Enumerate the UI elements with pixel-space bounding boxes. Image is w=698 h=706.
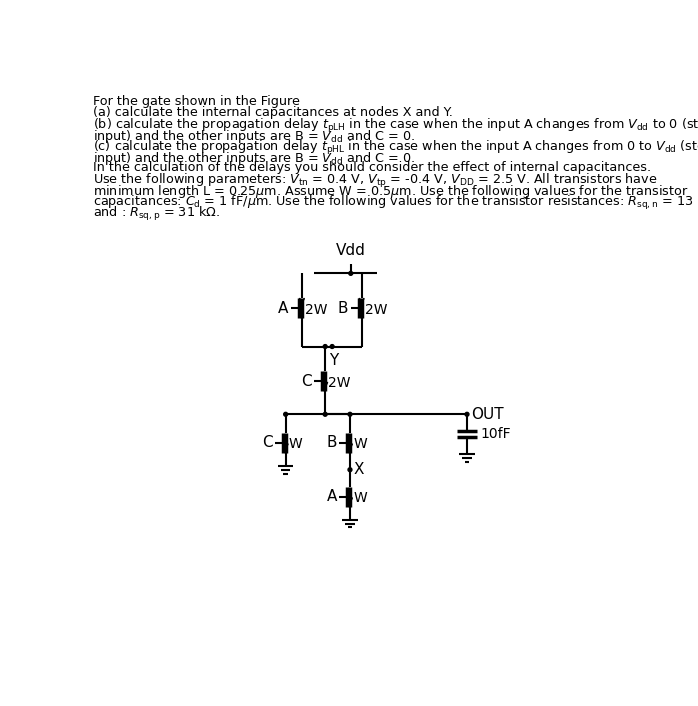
- Text: C: C: [262, 436, 272, 450]
- Text: 2W: 2W: [364, 303, 387, 316]
- Text: OUT: OUT: [471, 407, 503, 421]
- Text: W: W: [353, 491, 367, 505]
- Text: W: W: [353, 437, 367, 451]
- Text: 2W: 2W: [328, 376, 351, 390]
- Text: In the calculation of the delays you should consider the effect of internal capa: In the calculation of the delays you sho…: [94, 161, 651, 174]
- Text: and : $R_{\rm sq,p}$ = 31 k$\Omega$.: and : $R_{\rm sq,p}$ = 31 k$\Omega$.: [94, 205, 221, 223]
- Text: capacitances: $C_{\rm d}$ = 1 fF/$\mu$m. Use the following values for the transi: capacitances: $C_{\rm d}$ = 1 fF/$\mu$m.…: [94, 194, 698, 212]
- Text: Vdd: Vdd: [336, 243, 366, 258]
- Text: A: A: [279, 301, 289, 316]
- Circle shape: [330, 345, 334, 349]
- Circle shape: [465, 412, 469, 417]
- Circle shape: [348, 412, 352, 417]
- Text: X: X: [354, 462, 364, 477]
- Text: A: A: [327, 489, 337, 504]
- Text: input) and the other inputs are B = $V_{\rm dd}$ and C = 0.: input) and the other inputs are B = $V_{…: [94, 128, 415, 145]
- Text: C: C: [302, 373, 312, 389]
- Text: input) and the other inputs are B = $V_{\rm dd}$ and C = 0.: input) and the other inputs are B = $V_{…: [94, 150, 415, 167]
- Circle shape: [323, 412, 327, 417]
- Text: 10fF: 10fF: [480, 427, 511, 441]
- Text: (b) calculate the propagation delay $t_{\rm pLH}$ in the case when the input A c: (b) calculate the propagation delay $t_{…: [94, 117, 698, 136]
- Text: Y: Y: [329, 353, 339, 368]
- Text: minimum length L = 0.25$\mu$m. Assume W = 0.5$\mu$m. Use the following values fo: minimum length L = 0.25$\mu$m. Assume W …: [94, 183, 689, 200]
- Circle shape: [349, 271, 352, 275]
- Text: (a) calculate the internal capacitances at nodes X and Y.: (a) calculate the internal capacitances …: [94, 107, 453, 119]
- Text: For the gate shown in the Figure: For the gate shown in the Figure: [94, 95, 300, 109]
- Text: (c) calculate the propagation delay $t_{\rm pHL}$ in the case when the input A c: (c) calculate the propagation delay $t_{…: [94, 139, 698, 157]
- Circle shape: [348, 468, 352, 472]
- Text: W: W: [289, 437, 302, 451]
- Circle shape: [323, 345, 327, 349]
- Text: B: B: [326, 436, 337, 450]
- Text: Use the following parameters: $V_{\rm tn}$ = 0.4 V, $V_{\rm tp}$ = -0.4 V, $V_{\: Use the following parameters: $V_{\rm tn…: [94, 172, 658, 190]
- Circle shape: [283, 412, 288, 417]
- Text: 2W: 2W: [305, 303, 327, 316]
- Text: B: B: [338, 301, 348, 316]
